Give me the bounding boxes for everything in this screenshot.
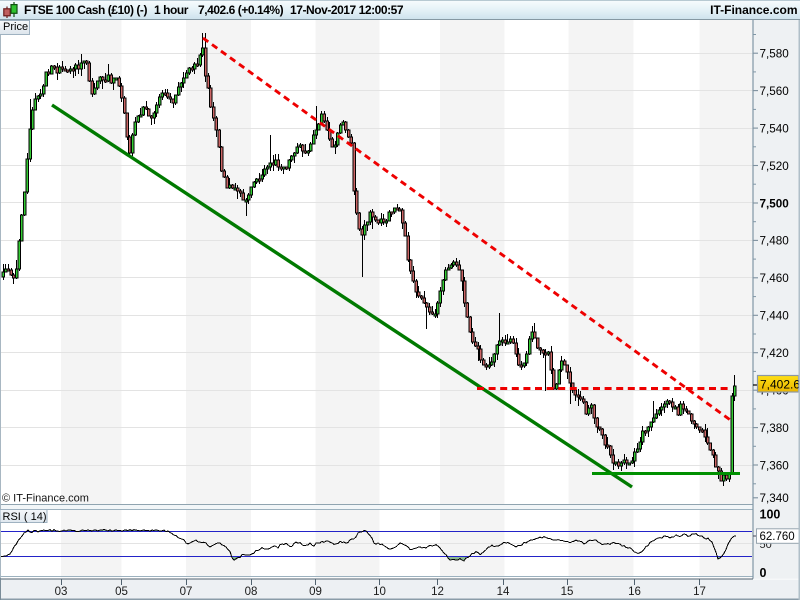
svg-text:03: 03 (55, 586, 68, 598)
svg-text:7,500: 7,500 (760, 197, 790, 210)
svg-text:14: 14 (497, 586, 510, 598)
svg-text:7,560: 7,560 (760, 85, 790, 98)
svg-text:7,420: 7,420 (760, 347, 790, 360)
svg-text:05: 05 (115, 586, 128, 598)
svg-text:7,360: 7,360 (760, 459, 790, 472)
svg-text:10: 10 (373, 586, 386, 598)
svg-text:62.760: 62.760 (760, 531, 795, 543)
svg-text:15: 15 (561, 586, 574, 598)
svg-text:09: 09 (309, 586, 322, 598)
svg-text:© IT-Finance.com: © IT-Finance.com (2, 493, 89, 505)
svg-text:7,580: 7,580 (760, 48, 790, 61)
svg-text:7,480: 7,480 (760, 235, 790, 248)
svg-text:12: 12 (431, 586, 444, 598)
svg-text:RSI ( 14): RSI ( 14) (3, 511, 47, 523)
svg-text:100: 100 (760, 508, 781, 522)
svg-text:7,460: 7,460 (760, 272, 790, 285)
svg-text:08: 08 (245, 586, 258, 598)
svg-text:7,380: 7,380 (760, 422, 790, 435)
svg-text:7,440: 7,440 (760, 310, 790, 323)
svg-text:7,402.6: 7,402.6 (760, 378, 800, 392)
svg-text:7,520: 7,520 (760, 160, 790, 173)
svg-text:0: 0 (760, 566, 767, 580)
svg-text:17: 17 (693, 586, 706, 598)
svg-text:07: 07 (180, 586, 193, 598)
svg-text:7,340: 7,340 (760, 492, 790, 505)
svg-text:7,540: 7,540 (760, 122, 790, 135)
svg-text:16: 16 (628, 586, 641, 598)
